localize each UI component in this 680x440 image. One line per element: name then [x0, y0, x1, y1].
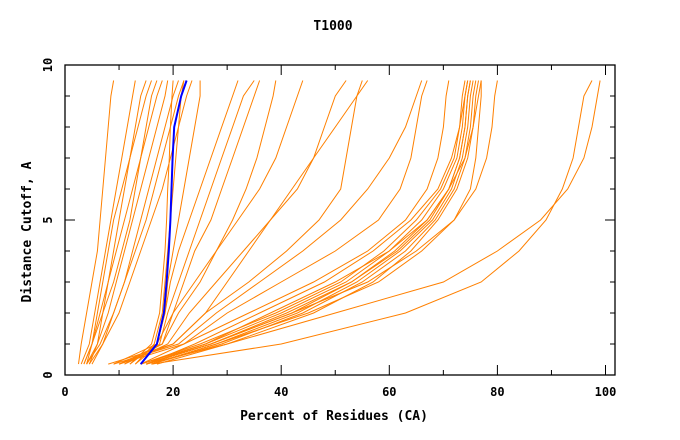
- highlight-curve: [139, 80, 188, 365]
- model-curve-25: [151, 80, 474, 365]
- model-curve-8: [86, 80, 185, 365]
- model-curve-3: [83, 80, 152, 365]
- y-axis-label: Distance Cutoff, A: [20, 161, 35, 302]
- model-curve-26: [145, 80, 469, 365]
- y-tick-label: 10: [41, 58, 55, 72]
- model-curve-35: [140, 80, 450, 365]
- model-curve-9: [83, 80, 158, 365]
- model-curve-15: [134, 80, 255, 365]
- model-curve-14: [140, 80, 239, 365]
- x-tick-label: 80: [490, 385, 504, 399]
- y-tick-label: 0: [41, 371, 55, 378]
- model-curve-11: [129, 80, 174, 365]
- x-tick-label: 20: [166, 385, 180, 399]
- model-curve-6: [88, 80, 147, 365]
- axis-ticks: 0 20 40 60 80 100 0 5 10: [41, 58, 616, 399]
- model-curve-2: [80, 80, 136, 365]
- chart-title: T1000: [313, 19, 352, 34]
- model-curve-37: [145, 80, 601, 365]
- model-curve-32: [140, 80, 482, 365]
- curves: [78, 80, 601, 365]
- model-curve-20: [113, 80, 423, 365]
- model-curve-22: [124, 80, 261, 365]
- y-tick-label: 5: [41, 216, 55, 223]
- x-tick-label: 40: [274, 385, 288, 399]
- model-curve-5: [86, 80, 169, 365]
- model-curve-28: [140, 80, 466, 365]
- model-curve-17: [113, 80, 304, 365]
- model-curve-27: [151, 80, 477, 365]
- model-curve-36: [151, 80, 593, 365]
- x-tick-label: 0: [61, 385, 68, 399]
- model-curve-24: [145, 80, 471, 365]
- model-curve-1: [78, 80, 115, 365]
- model-curve-10: [88, 80, 193, 365]
- x-tick-label: 60: [382, 385, 396, 399]
- model-curve-31: [145, 80, 469, 365]
- x-axis-label: Percent of Residues (CA): [240, 409, 428, 424]
- model-curve-16: [118, 80, 277, 365]
- model-curve-29: [145, 80, 471, 365]
- model-curve-12: [134, 80, 185, 365]
- model-curve-23: [108, 80, 369, 365]
- model-curve-7: [91, 80, 179, 365]
- model-curve-4: [86, 80, 163, 365]
- x-tick-label: 100: [595, 385, 617, 399]
- model-curve-21: [118, 80, 428, 365]
- model-curve-30: [156, 80, 479, 365]
- model-curve-34: [145, 80, 498, 365]
